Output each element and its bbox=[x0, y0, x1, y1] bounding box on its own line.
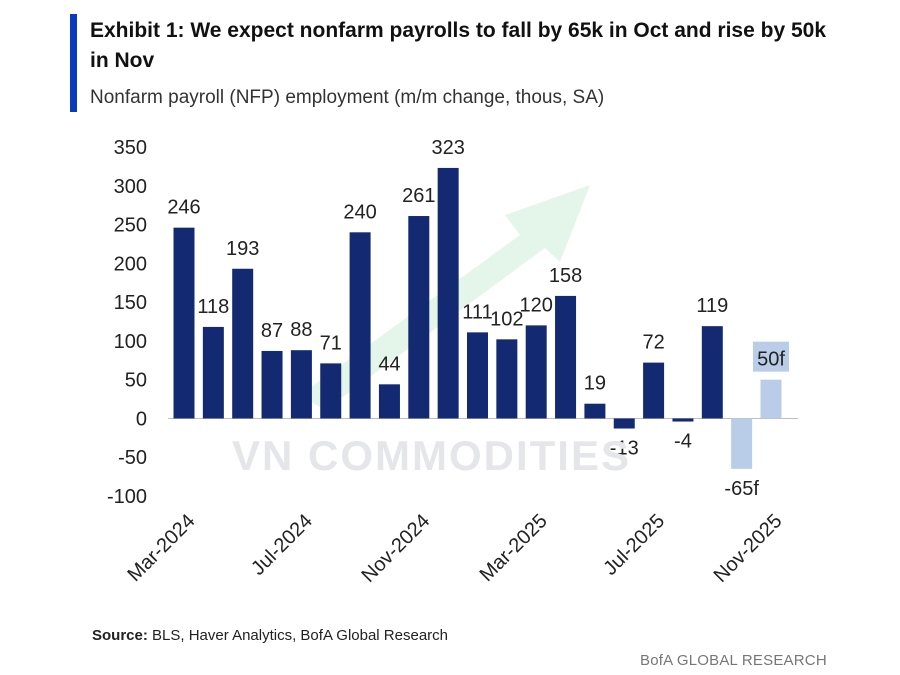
x-tick-label: Jul-2025 bbox=[599, 510, 669, 580]
bar bbox=[672, 418, 694, 422]
x-axis: Mar-2024 Jul-2024 Nov-2024 Mar-2025 Jul-2025… bbox=[123, 510, 786, 587]
bar bbox=[731, 418, 753, 469]
bar bbox=[261, 350, 283, 419]
bar bbox=[525, 325, 547, 419]
source-label: Source: bbox=[92, 627, 148, 644]
bar bbox=[760, 379, 782, 419]
bar bbox=[232, 268, 254, 419]
x-tick-label: Mar-2025 bbox=[476, 510, 552, 586]
y-tick-label: 350 bbox=[114, 137, 147, 159]
source-note: Source: BLS, Haver Analytics, BofA Globa… bbox=[92, 627, 448, 644]
y-tick-label: -50 bbox=[118, 447, 147, 469]
watermark-text: VN COMMODITIES bbox=[232, 432, 632, 479]
bar bbox=[467, 332, 488, 419]
bar bbox=[555, 295, 577, 419]
data-label: 158 bbox=[549, 265, 582, 287]
title-accent-bar bbox=[70, 14, 77, 112]
y-tick-label: 50 bbox=[125, 370, 147, 392]
data-label: 71 bbox=[320, 332, 342, 354]
x-tick-label: Nov-2025 bbox=[710, 510, 787, 587]
y-tick-label: -100 bbox=[107, 486, 147, 508]
data-label: 118 bbox=[197, 296, 229, 318]
bar bbox=[613, 418, 635, 429]
chart-title: Exhibit 1: We expect nonfarm payrolls to… bbox=[90, 19, 827, 72]
bar bbox=[202, 326, 224, 419]
data-label: 120 bbox=[520, 294, 553, 316]
bar bbox=[349, 232, 371, 419]
x-tick-label: Jul-2024 bbox=[247, 510, 317, 580]
bars bbox=[173, 167, 782, 469]
source-text: BLS, Haver Analytics, BofA Global Resear… bbox=[147, 627, 449, 644]
data-label: 87 bbox=[261, 320, 283, 342]
data-label: 44 bbox=[378, 353, 400, 375]
y-tick-label: 0 bbox=[136, 408, 147, 430]
y-tick-label: 150 bbox=[114, 292, 147, 314]
data-label: 246 bbox=[167, 197, 200, 219]
bar bbox=[378, 384, 400, 419]
data-label: 111 bbox=[462, 301, 492, 323]
bar bbox=[584, 403, 606, 419]
forecast-label-box bbox=[753, 341, 789, 372]
bar bbox=[408, 216, 430, 419]
y-axis: 350 300 250 200 150 100 50 0 -50 -100 bbox=[107, 137, 798, 508]
data-label: -65f bbox=[724, 478, 759, 500]
y-tick-label: 200 bbox=[114, 253, 147, 275]
bar bbox=[643, 362, 665, 419]
y-tick-label: 250 bbox=[114, 215, 147, 237]
bar bbox=[290, 350, 312, 419]
data-label: 323 bbox=[431, 137, 464, 159]
chart-subtitle: Nonfarm payroll (NFP) employment (m/m ch… bbox=[90, 87, 605, 108]
data-label: 102 bbox=[490, 308, 523, 330]
data-label: 193 bbox=[226, 238, 259, 260]
brand-label: BofA GLOBAL RESEARCH bbox=[640, 652, 827, 669]
bar bbox=[496, 339, 518, 419]
data-label: 261 bbox=[402, 185, 435, 207]
data-label: 88 bbox=[290, 319, 312, 341]
data-label: 240 bbox=[343, 201, 376, 223]
data-label: -13 bbox=[610, 438, 639, 460]
bar bbox=[173, 227, 195, 419]
y-tick-label: 100 bbox=[114, 331, 147, 353]
data-label: -4 bbox=[674, 431, 692, 453]
data-label: 19 bbox=[584, 373, 606, 395]
bar bbox=[701, 326, 723, 419]
x-tick-label: Mar-2024 bbox=[123, 510, 199, 586]
data-label: 72 bbox=[642, 332, 664, 354]
bar bbox=[437, 167, 459, 419]
x-tick-label: Nov-2024 bbox=[357, 510, 434, 587]
y-tick-label: 300 bbox=[114, 176, 147, 198]
bar bbox=[320, 363, 342, 419]
data-label: 119 bbox=[696, 295, 728, 317]
data-label: 50f bbox=[757, 349, 785, 371]
